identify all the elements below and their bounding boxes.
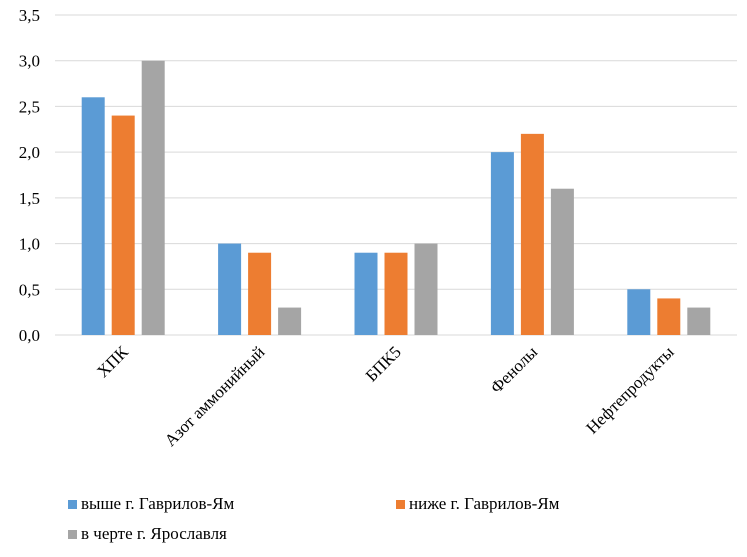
bar — [81, 97, 105, 336]
legend-swatch-1 — [68, 499, 77, 509]
y-tick-label: 1,5 — [19, 189, 40, 208]
bar — [490, 152, 514, 335]
y-tick-label: 0,5 — [19, 280, 40, 299]
legend-item-1: выше г. Гаврилов-Ям — [68, 494, 234, 514]
bar — [218, 243, 242, 335]
legend-label-3: в черте г. Ярославля — [81, 524, 227, 543]
legend-item-3: в черте г. Ярославля — [68, 524, 227, 544]
y-tick-label: 1,0 — [19, 235, 40, 254]
legend-item-2: ниже г. Гаврилов-Ям — [396, 494, 559, 514]
legend-label-2: ниже г. Гаврилов-Ям — [409, 494, 560, 513]
legend-swatch-2 — [396, 499, 405, 509]
x-tick-label: Нефтепродукты — [582, 342, 678, 438]
y-tick-label: 3,0 — [19, 52, 40, 71]
x-tick-label: БПК5 — [362, 342, 405, 385]
bar — [141, 60, 165, 335]
legend-swatch-3 — [68, 529, 77, 539]
bar — [414, 243, 438, 335]
bar — [354, 252, 378, 335]
bar — [111, 115, 135, 335]
bar — [278, 307, 302, 335]
bar — [657, 298, 681, 335]
y-tick-label: 0,0 — [19, 326, 40, 345]
bar — [248, 252, 272, 335]
y-tick-label: 2,0 — [19, 143, 40, 162]
x-tick-label: ХПК — [93, 342, 132, 381]
bar — [627, 289, 651, 335]
bar — [550, 188, 574, 335]
y-tick-label: 2,5 — [19, 97, 40, 116]
legend-label-1: выше г. Гаврилов-Ям — [81, 494, 235, 513]
bar — [520, 133, 544, 335]
bar — [687, 307, 711, 335]
y-tick-label: 3,5 — [19, 6, 40, 25]
x-tick-label: Фенолы — [487, 342, 542, 397]
bar — [384, 252, 408, 335]
x-tick-label: Азот аммонийный — [161, 342, 269, 450]
